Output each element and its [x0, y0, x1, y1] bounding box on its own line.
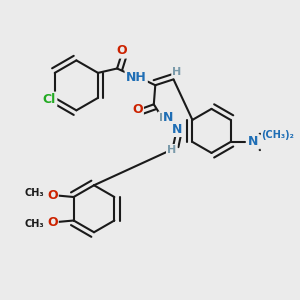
Text: Cl: Cl — [43, 93, 56, 106]
Text: N: N — [172, 123, 182, 136]
Text: O: O — [116, 44, 127, 57]
Text: O: O — [47, 189, 58, 202]
Text: N: N — [248, 135, 258, 148]
Text: (CH₃)₂: (CH₃)₂ — [261, 130, 294, 140]
Text: H: H — [167, 145, 176, 155]
Text: CH₃: CH₃ — [25, 188, 44, 198]
Text: O: O — [132, 103, 143, 116]
Text: H: H — [172, 67, 182, 77]
Text: H: H — [159, 112, 168, 122]
Text: NH: NH — [126, 70, 147, 83]
Text: N: N — [163, 111, 174, 124]
Text: CH₃: CH₃ — [25, 219, 44, 229]
Text: N: N — [248, 135, 259, 148]
Text: O: O — [47, 216, 58, 229]
